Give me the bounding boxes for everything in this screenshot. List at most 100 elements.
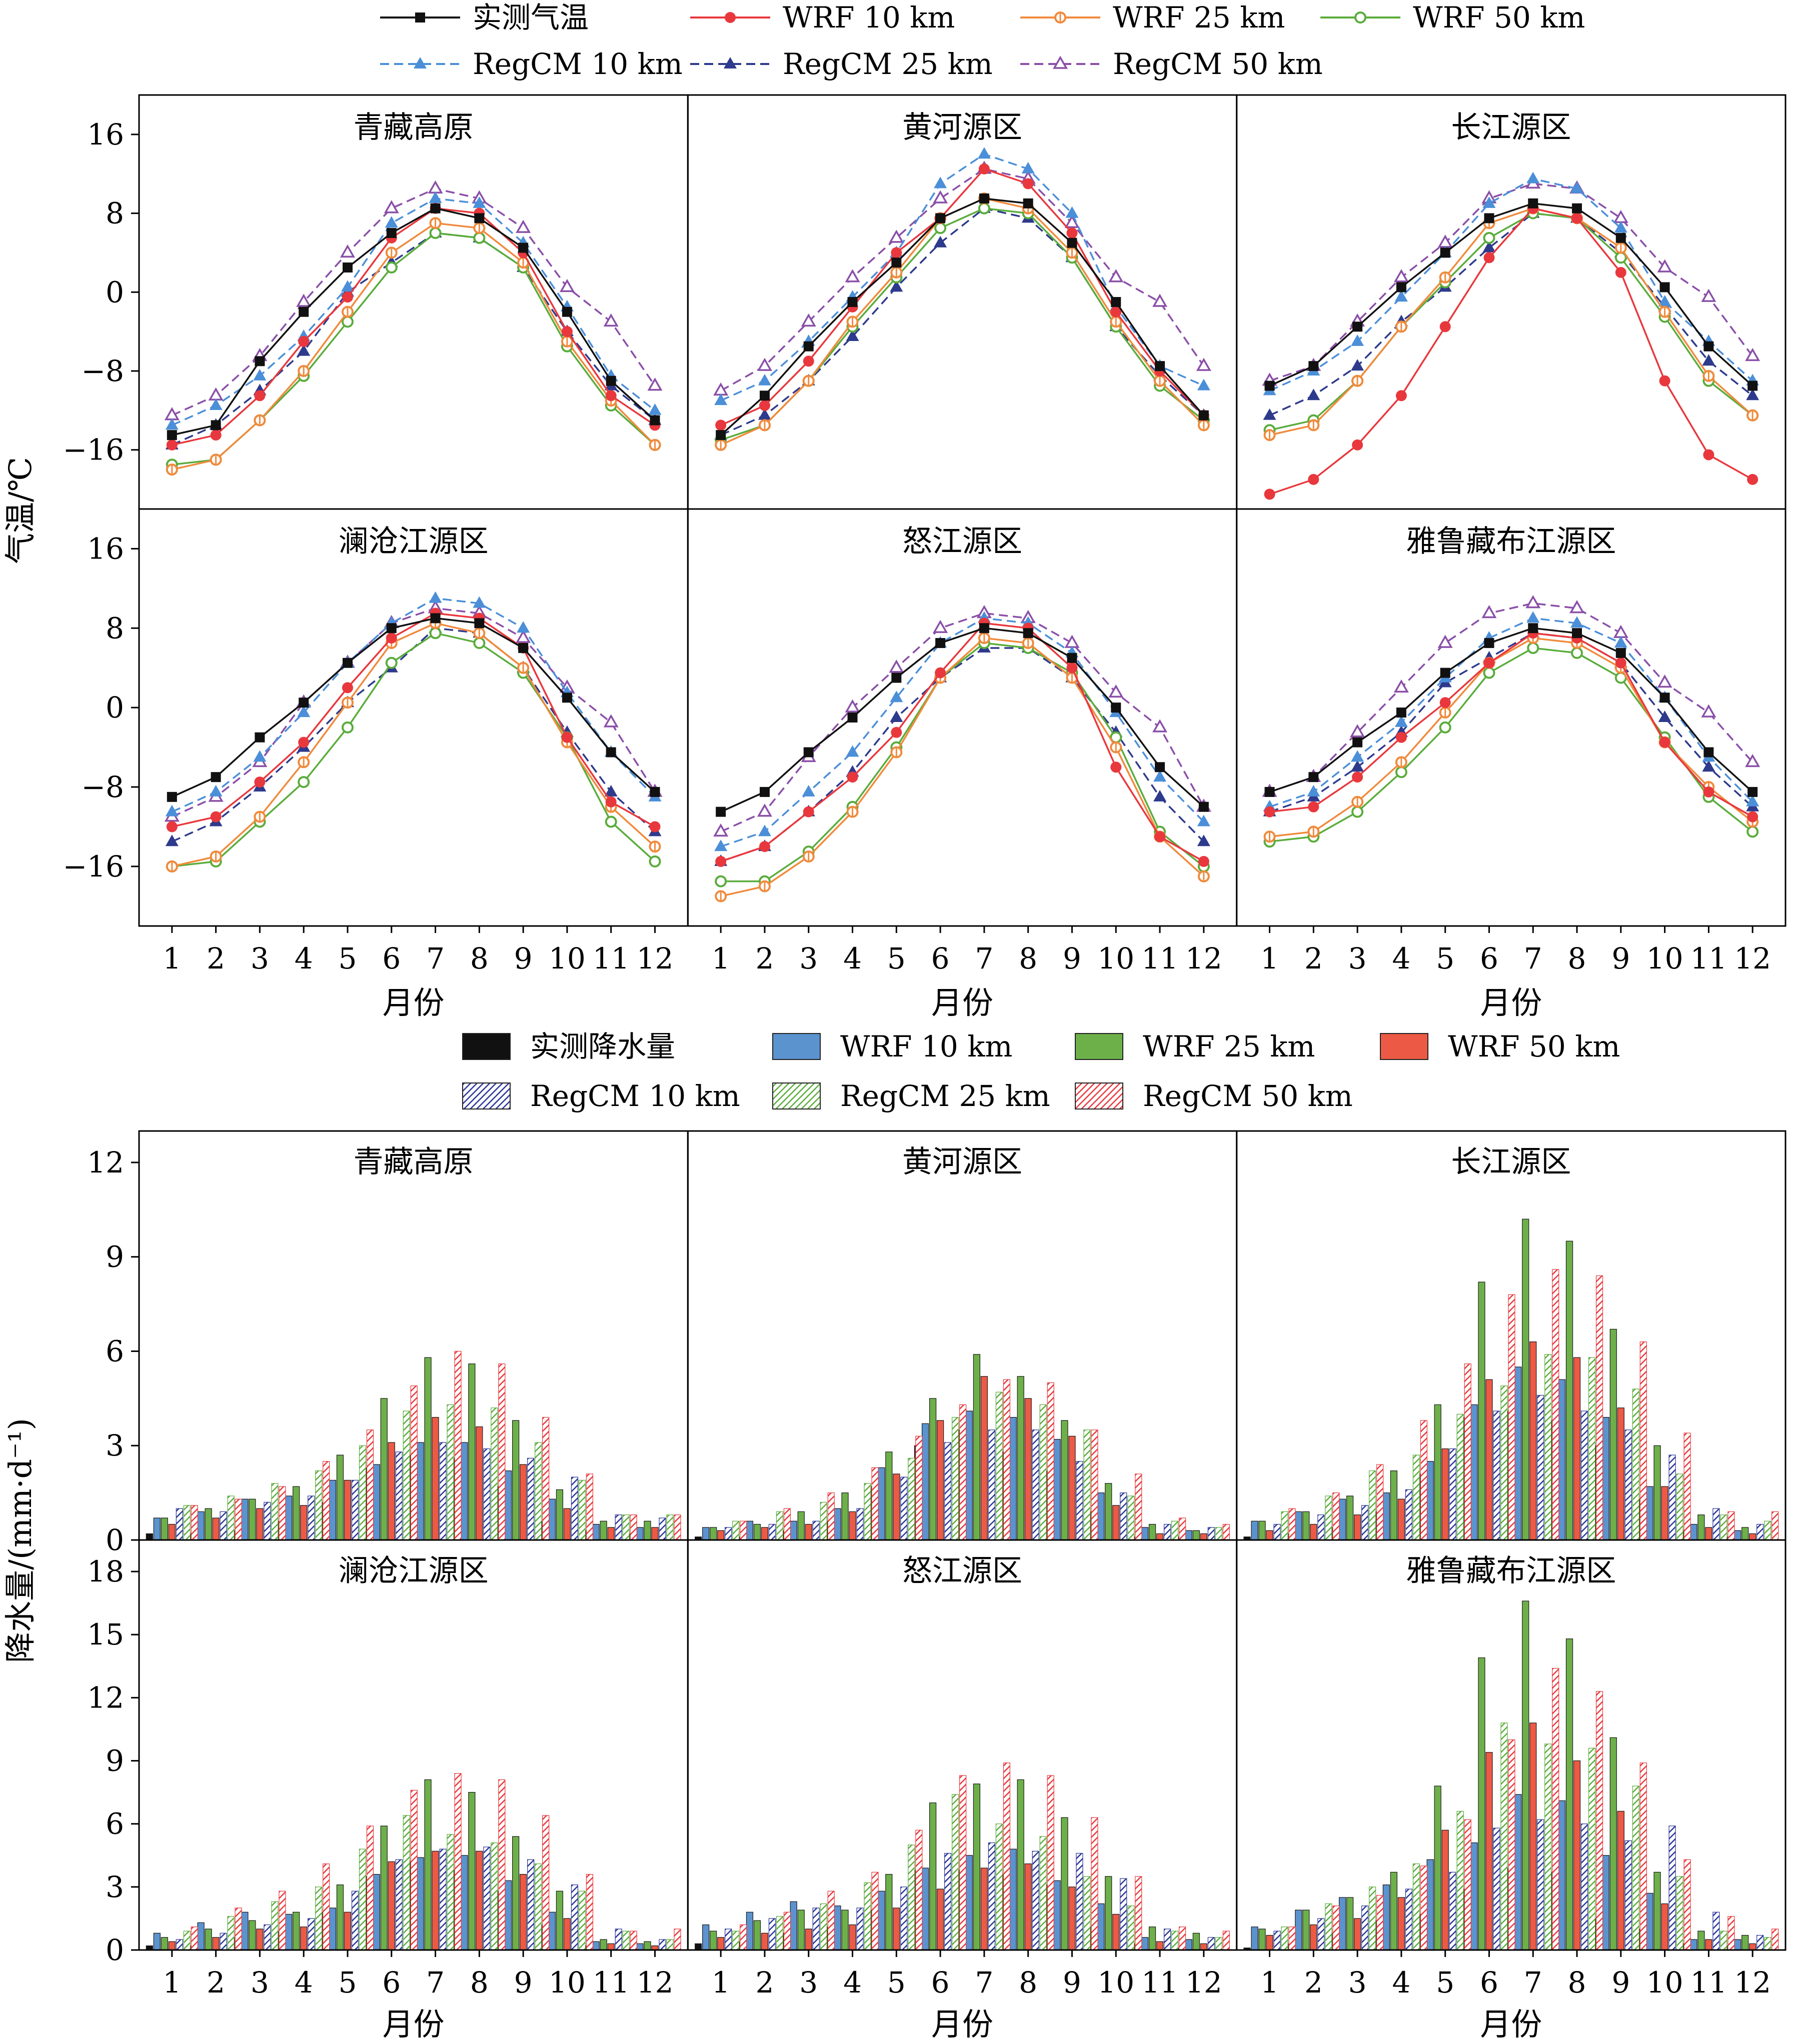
bar-bar_reg50 <box>1047 1382 1054 1540</box>
bar-bar_wrf10 <box>1053 1439 1061 1540</box>
point-reg50 <box>1064 634 1080 648</box>
x-tick-label: 7 <box>1524 1966 1542 2000</box>
bar-bar_reg10 <box>768 1524 776 1540</box>
series-line-reg25 <box>172 232 656 446</box>
bar-bar_reg50 <box>783 1508 791 1540</box>
bar-bar_wrf25 <box>797 1910 805 1950</box>
bar-bar_wrf10 <box>1009 1417 1017 1540</box>
x-tick-label: 11 <box>1141 942 1178 976</box>
bar-bar_wrf50 <box>937 1420 944 1540</box>
y-tick-label: 15 <box>87 1618 124 1652</box>
point-reg50 <box>1657 674 1672 688</box>
series-line-reg50 <box>1269 602 1753 793</box>
point-obs <box>606 376 616 386</box>
bar-bar_reg25 <box>447 1834 454 1950</box>
bar-bar_wrf10 <box>1382 1884 1390 1950</box>
bar-bar_wrf50 <box>849 1924 856 1950</box>
bar-bar_reg10 <box>1361 1505 1369 1540</box>
point-wrf10 <box>1066 228 1078 238</box>
point-obs <box>167 430 177 440</box>
bar-bar_reg25 <box>1456 1414 1464 1540</box>
x-tick-label: 9 <box>1611 1966 1630 2000</box>
point-obs <box>803 341 814 352</box>
bar-bar_wrf10 <box>834 1906 841 1950</box>
bar-bar_wrf50 <box>607 1527 615 1540</box>
point-obs <box>211 772 221 782</box>
bar-bar_reg25 <box>952 1417 959 1540</box>
x-tick-label: 3 <box>251 1966 269 2000</box>
bar-bar_reg50 <box>827 1492 835 1540</box>
legend-swatch-bar_wrf25 <box>1075 1033 1123 1060</box>
y-tick-label: 0 <box>106 690 124 724</box>
point-obs <box>255 356 265 366</box>
bar-bar_reg10 <box>944 1852 952 1950</box>
bar-bar_wrf10 <box>1251 1520 1258 1540</box>
legend-swatch-bar_wrf50 <box>1380 1033 1428 1060</box>
point-reg10 <box>714 394 728 406</box>
legend-label-bar_wrf10: WRF 10 km <box>840 1030 1012 1064</box>
bar-bar_wrf10 <box>1734 1530 1741 1540</box>
series-line-reg25 <box>720 207 1204 436</box>
point-reg50 <box>1152 294 1168 307</box>
point-obs <box>1308 361 1319 372</box>
point-obs <box>1615 648 1626 658</box>
point-obs <box>430 613 441 624</box>
point-wrf50 <box>605 816 617 828</box>
bar-bar_reg25 <box>864 1882 871 1950</box>
x-axis-title: 月份 <box>383 984 445 1021</box>
point-reg50 <box>1393 679 1409 693</box>
bar-bar_reg10 <box>615 1928 622 1950</box>
bar-bar_reg25 <box>1368 1470 1376 1540</box>
bar-bar_reg25 <box>1368 1886 1376 1950</box>
bar-bar_wrf50 <box>168 1941 176 1950</box>
bar-bar_wrf10 <box>373 1464 380 1540</box>
point-obs <box>386 228 397 238</box>
bar-bar_wrf10 <box>153 1932 161 1950</box>
point-reg50 <box>713 823 729 837</box>
x-tick-label: 6 <box>931 942 950 976</box>
bar-bar_wrf25 <box>1017 1779 1024 1950</box>
bar-bar_reg50 <box>827 1890 835 1950</box>
x-tick-label: 9 <box>1063 942 1081 976</box>
bar-bar_wrf25 <box>1697 1514 1705 1540</box>
point-wrf10 <box>386 632 397 644</box>
bar-bar_reg50 <box>366 1826 374 1950</box>
bar-bar_wrf50 <box>1068 1886 1076 1950</box>
point-reg25 <box>846 330 859 341</box>
bar-bar_wrf25 <box>885 1452 893 1540</box>
bar-bar_reg25 <box>1215 1527 1222 1540</box>
point-obs <box>211 420 221 430</box>
x-tick-label: 12 <box>1185 1966 1222 2000</box>
panel-title: 青藏高原 <box>354 110 474 145</box>
bar-bar_wrf10 <box>1470 1842 1478 1950</box>
series-line-obs <box>172 617 656 798</box>
bar-bar_reg25 <box>820 1502 827 1540</box>
point-wrf10 <box>254 776 266 788</box>
bar-bar_wrf10 <box>1690 1939 1697 1950</box>
point-reg50 <box>1569 600 1585 614</box>
series-line-wrf50 <box>1269 647 1753 842</box>
bar-bar_wrf50 <box>717 1937 725 1950</box>
bar-bar_wrf25 <box>1434 1404 1441 1540</box>
bar-bar_wrf50 <box>300 1505 308 1540</box>
legend-label-bar_wrf25: WRF 25 km <box>1143 1030 1315 1064</box>
bar-bar_reg25 <box>491 1408 498 1540</box>
point-obs <box>1111 297 1121 307</box>
point-wrf10 <box>759 400 770 411</box>
bar-bar_wrf25 <box>885 1874 893 1950</box>
bar-bar_reg50 <box>279 1890 286 1950</box>
point-wrf10 <box>298 736 310 748</box>
bar-bar_wrf10 <box>1338 1498 1346 1540</box>
panel-title: 澜沧江源区 <box>339 1554 489 1588</box>
series-line-wrf10 <box>1269 632 1753 818</box>
bar-bar_reg10 <box>1493 1410 1500 1540</box>
x-tick-label: 5 <box>1436 942 1454 976</box>
bar-bar_wrf25 <box>336 1884 344 1950</box>
point-reg50 <box>757 804 772 817</box>
point-reg25 <box>1351 359 1364 371</box>
point-wrf10 <box>1747 811 1758 822</box>
bar-bar_wrf25 <box>973 1784 980 1950</box>
panel-title: 怒江源区 <box>902 524 1022 559</box>
point-wrf10 <box>715 856 727 867</box>
bar-bar_reg10 <box>351 1480 359 1540</box>
